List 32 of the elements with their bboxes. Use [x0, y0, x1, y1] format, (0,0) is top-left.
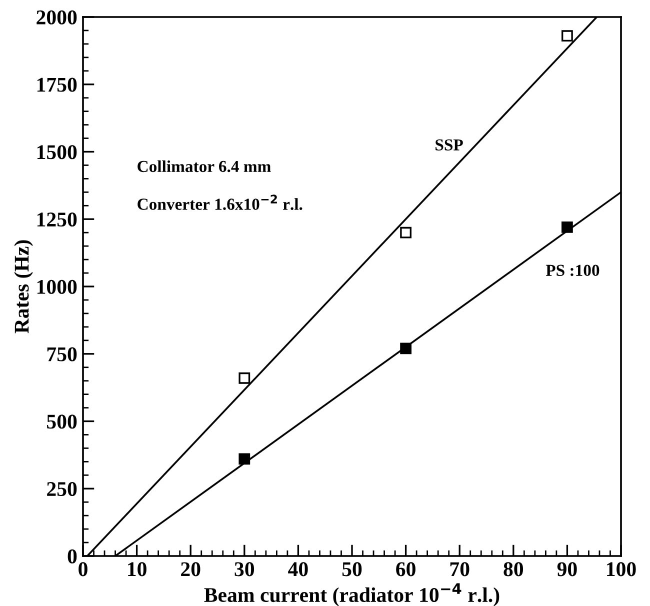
- y-tick-label: 1500: [37, 145, 77, 160]
- series-label: SSP: [436, 139, 463, 151]
- series-label: PS :100: [546, 264, 600, 276]
- x-axis-title: Beam current (radiator 10$^{−4}$ r.l.): [204, 583, 500, 606]
- y-tick-label: 1000: [37, 280, 77, 294]
- y-tick-label: 750: [47, 347, 77, 362]
- point: [238, 453, 250, 465]
- x-tick-label: 70: [450, 562, 470, 576]
- y-tick-label: 1250: [37, 212, 77, 227]
- y-tick-label: 500: [47, 414, 77, 429]
- annotation: Collimator 6.4 mm: [138, 160, 271, 172]
- point: [562, 222, 573, 233]
- x-tick-label: 90: [557, 562, 577, 576]
- annotation: Converter 1.6x10$^{−2}$ r.l.: [138, 194, 302, 210]
- x-tick-label: 10: [128, 562, 146, 576]
- x-tick-label: 80: [504, 562, 524, 576]
- x-tick-label: 40: [288, 562, 308, 576]
- x-tick-label: 50: [342, 562, 362, 576]
- x-tick-label: 60: [396, 562, 416, 576]
- point: [400, 342, 412, 354]
- point: [400, 226, 412, 238]
- y-tick-label: 0: [68, 549, 77, 564]
- y-tick-label: 250: [47, 482, 77, 496]
- x-tick-label: 100: [607, 562, 636, 576]
- y-tick-label: 2000: [36, 10, 77, 24]
- x-tick-label: 0: [78, 562, 88, 576]
- y-tick-label: 1750: [37, 78, 77, 92]
- x-tick-label: 30: [234, 562, 254, 576]
- x-tick-label: 20: [181, 562, 200, 576]
- y-axis-title: Rates (Hz): [14, 240, 33, 334]
- point: [238, 372, 250, 384]
- point: [562, 30, 573, 42]
